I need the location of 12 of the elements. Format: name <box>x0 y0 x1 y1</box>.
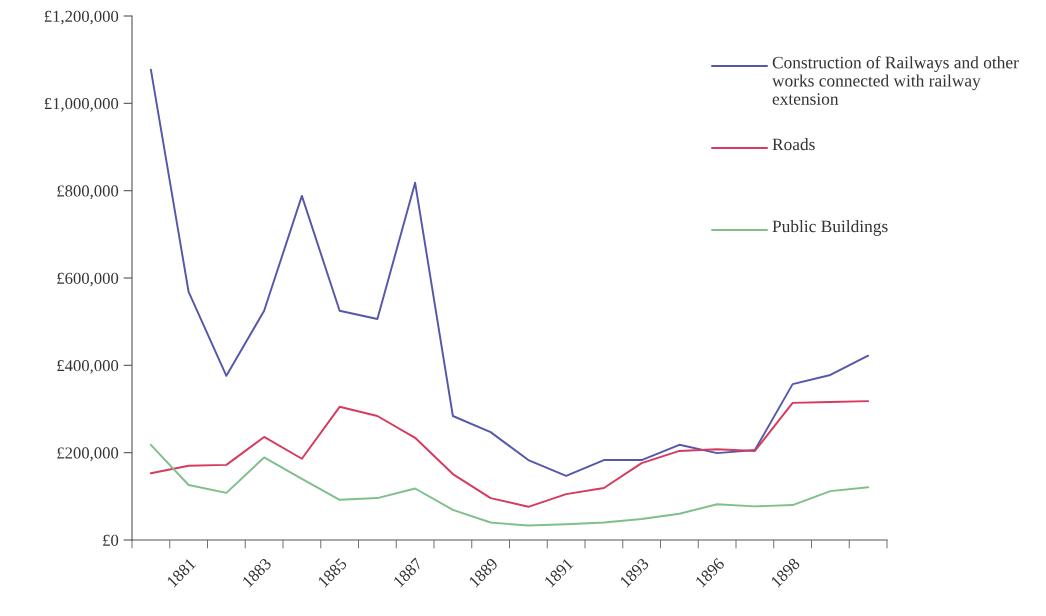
line-series <box>149 443 870 527</box>
y-tick-label: £200,000 <box>57 447 119 462</box>
legend-label: Public Buildings <box>772 220 888 236</box>
legend-label: Roads <box>772 138 815 151</box>
y-tick-label: £600,000 <box>57 272 119 287</box>
y-tick-label: £1,200,000 <box>44 10 119 25</box>
y-tick-label: £800,000 <box>57 185 119 200</box>
line-series <box>149 400 870 508</box>
legend-label: Construction of Railways and other works connected with railway extension <box>772 56 1019 105</box>
y-tick-label: £1,000,000 <box>44 98 119 112</box>
y-tick-label: £400,000 <box>57 360 119 374</box>
y-tick-label: £0 <box>103 534 119 546</box>
